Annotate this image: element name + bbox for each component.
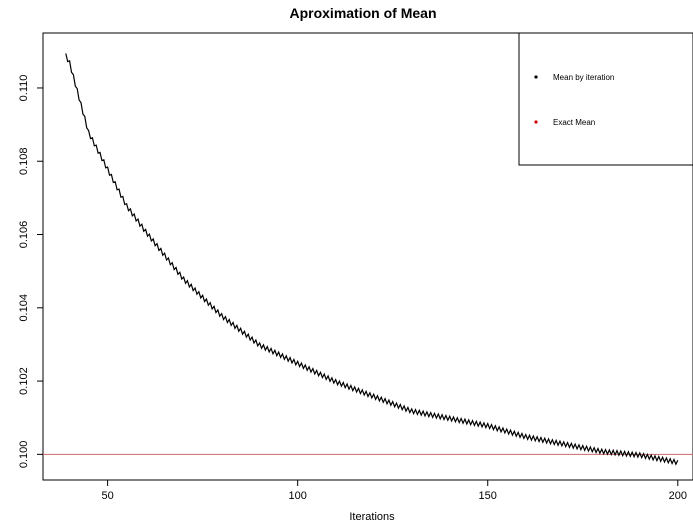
y-tick-label: 0.104 <box>18 294 30 322</box>
x-tick-label: 150 <box>479 490 497 502</box>
y-tick-label: 0.100 <box>18 441 30 469</box>
legend: Mean by iteration Exact Mean <box>518 32 693 166</box>
y-axis: 0.100 0.102 0.104 0.106 0.108 0.110 <box>18 75 43 469</box>
y-tick-label: 0.106 <box>18 221 30 249</box>
legend-box <box>518 32 693 166</box>
x-tick-label: 100 <box>288 490 306 502</box>
x-axis: 50 100 150 200 <box>101 480 687 502</box>
mean-by-iteration-line <box>65 53 679 466</box>
plot-frame <box>42 32 693 481</box>
x-axis-label: Iterations <box>349 511 395 523</box>
legend-label: Mean by iteration <box>553 73 614 82</box>
x-tick-label: 200 <box>669 490 687 502</box>
plot-area <box>43 53 693 466</box>
chart-title: Aproximation of Mean <box>289 5 436 21</box>
y-tick-label: 0.108 <box>18 147 30 175</box>
legend-label: Exact Mean <box>553 118 595 127</box>
y-tick-label: 0.102 <box>18 367 30 395</box>
x-tick-label: 50 <box>101 490 113 502</box>
legend-marker <box>534 75 538 79</box>
y-tick-label: 0.110 <box>18 75 30 102</box>
legend-marker <box>534 120 538 124</box>
